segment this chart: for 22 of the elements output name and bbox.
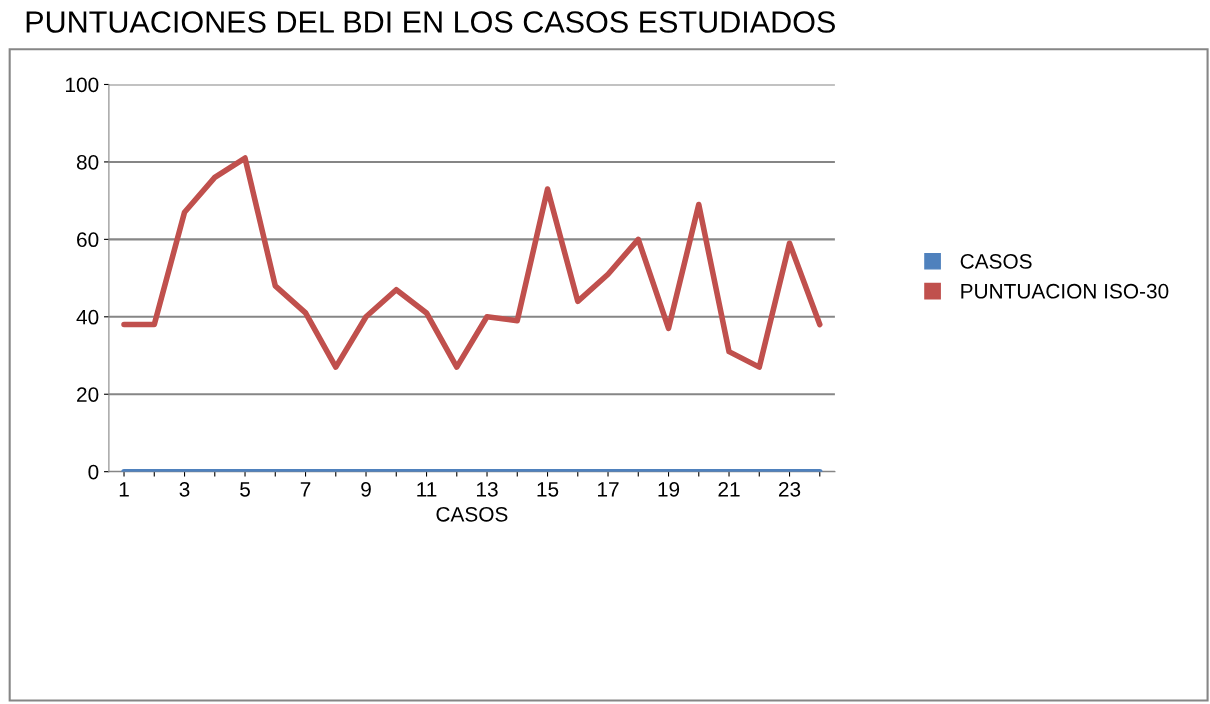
x-tick-label: 5 <box>240 482 250 497</box>
x-tick-label: 21 <box>718 481 740 497</box>
x-tick-label: 15 <box>537 482 559 497</box>
x-tick-label: 23 <box>778 481 801 497</box>
chart-title: PUNTUACIONES DEL BDI EN LOS CASOS ESTUDIADOS <box>26 11 835 33</box>
y-tick-label: 20 <box>77 387 99 402</box>
x-tick-label: 3 <box>179 481 190 497</box>
x-axis-title: CASOS <box>436 506 508 522</box>
legend-label: CASOS <box>960 254 1032 269</box>
x-tick-label: 9 <box>361 481 371 497</box>
x-tick-label: 19 <box>658 481 680 497</box>
y-tick-label: 40 <box>76 309 99 325</box>
x-tick-label: 13 <box>477 481 498 497</box>
x-tick-label: 11 <box>417 482 437 497</box>
y-tick-label: 60 <box>77 232 99 248</box>
x-tick-label: 1 <box>119 482 129 497</box>
legend-label: PUNTUACION ISO-30 <box>961 283 1169 299</box>
y-tick-label: 80 <box>76 154 99 170</box>
x-tick-label: 7 <box>300 482 311 497</box>
x-tick-label: 17 <box>598 482 619 497</box>
y-tick-label: 0 <box>88 464 99 480</box>
y-tick-label: 100 <box>66 77 99 93</box>
